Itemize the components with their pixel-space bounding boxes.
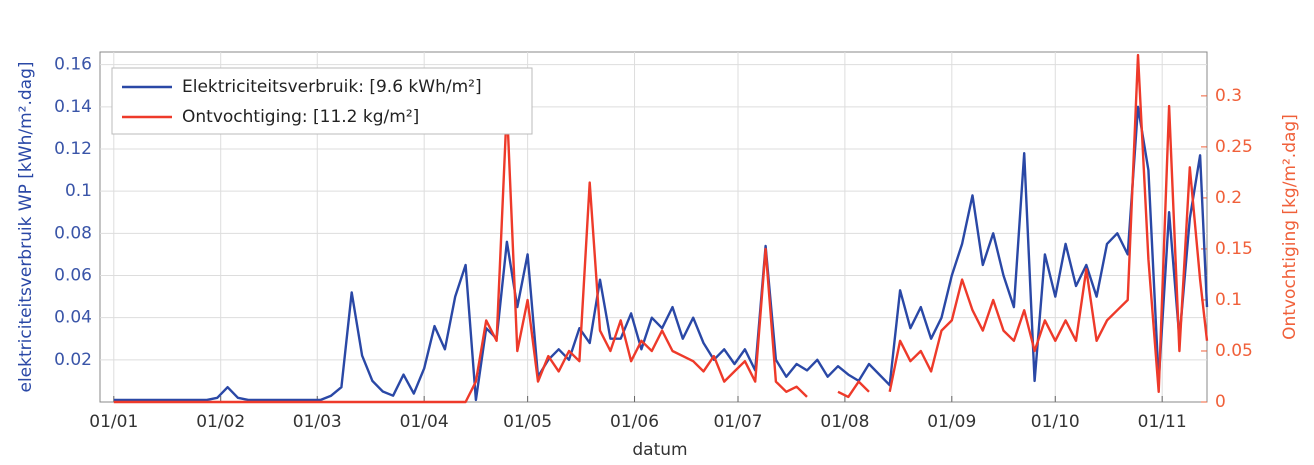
y-tick-label: 0.08 bbox=[54, 223, 92, 243]
y-tick-label: 0.14 bbox=[54, 97, 92, 117]
y2-tick-label: 0 bbox=[1215, 392, 1226, 412]
x-tick-label: 01/05 bbox=[503, 412, 552, 432]
legend-box bbox=[111, 67, 533, 135]
y2-tick-label: 0.3 bbox=[1215, 86, 1242, 106]
x-axis-label: datum bbox=[632, 440, 687, 460]
x-tick-label: 01/07 bbox=[713, 412, 762, 432]
y-tick-label: 0.16 bbox=[54, 55, 92, 75]
y-tick-label: 0.02 bbox=[54, 350, 92, 370]
y2-tick-label: 0.25 bbox=[1215, 137, 1253, 157]
y2-tick-label: 0.1 bbox=[1215, 290, 1242, 310]
x-tick-label: 01/01 bbox=[89, 412, 138, 432]
y-tick-label: 0.04 bbox=[54, 308, 92, 328]
data-line bbox=[113, 53, 1209, 404]
y-axis-label: elektriciteitsverbruik WP [kWh/m².dag] bbox=[16, 61, 36, 392]
x-tick-label: 01/06 bbox=[610, 412, 659, 432]
y-tick-label: 0.06 bbox=[54, 265, 92, 285]
x-tick-label: 01/10 bbox=[1031, 412, 1080, 432]
data-line bbox=[113, 105, 1209, 402]
y2-tick-label: 0.05 bbox=[1215, 341, 1253, 361]
y-tick-label: 0.12 bbox=[54, 139, 92, 159]
x-tick-label: 01/09 bbox=[927, 412, 976, 432]
legend-label: Elektriciteitsverbruik: [9.6 kWh/m²] bbox=[182, 77, 482, 97]
x-tick-label: 01/04 bbox=[400, 412, 449, 432]
y2-tick-label: 0.2 bbox=[1215, 188, 1242, 208]
legend-label: Ontvochtiging: [11.2 kg/m²] bbox=[182, 107, 419, 127]
y-tick-label: 0.1 bbox=[65, 181, 92, 201]
y2-axis-label: Ontvochtiging [kg/m².dag] bbox=[1280, 114, 1300, 340]
x-tick-label: 01/08 bbox=[820, 412, 869, 432]
x-tick-label: 01/03 bbox=[293, 412, 342, 432]
y2-tick-label: 0.15 bbox=[1215, 239, 1253, 259]
x-tick-label: 01/02 bbox=[196, 412, 245, 432]
x-tick-label: 01/11 bbox=[1138, 412, 1187, 432]
